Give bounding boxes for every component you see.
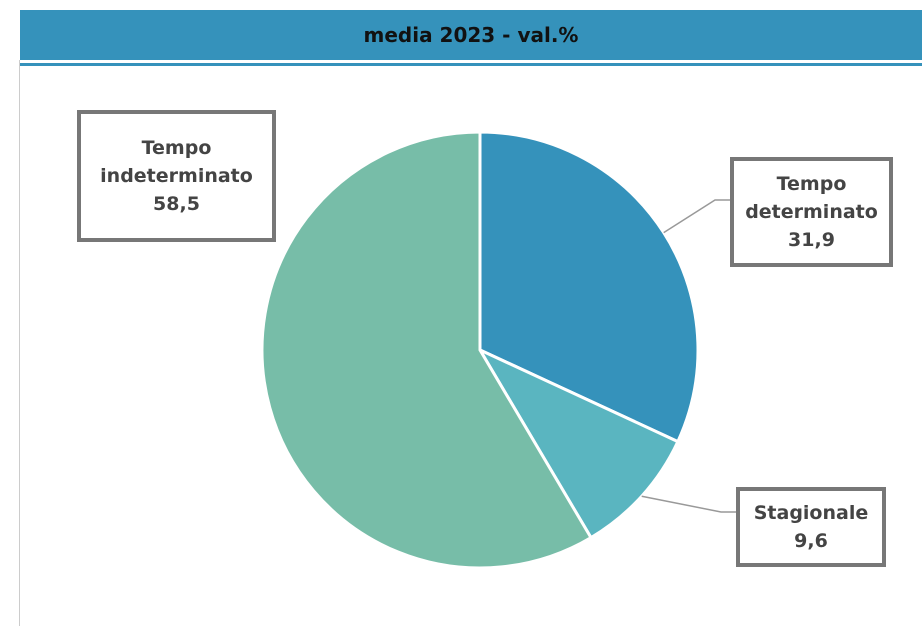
- leader-line: [641, 495, 736, 513]
- header-rule: [20, 63, 922, 66]
- data-label: Tempo indeterminato 58,5: [77, 110, 276, 242]
- pie-slice: [476, 346, 680, 540]
- data-label: Tempo determinato 31,9: [730, 157, 893, 267]
- pie-slice: [260, 130, 594, 570]
- label-name: Tempo indeterminato: [100, 137, 253, 187]
- label-value: 31,9: [788, 229, 835, 251]
- leader-line: [663, 199, 730, 234]
- label-value: 9,6: [794, 530, 828, 552]
- data-label: Stagionale 9,6: [736, 487, 886, 567]
- label-value: 58,5: [153, 193, 200, 215]
- chart-title: media 2023 - val.%: [20, 10, 922, 60]
- left-border: [19, 60, 20, 626]
- label-name: Stagionale: [753, 502, 869, 524]
- label-name: Tempo determinato: [745, 173, 878, 223]
